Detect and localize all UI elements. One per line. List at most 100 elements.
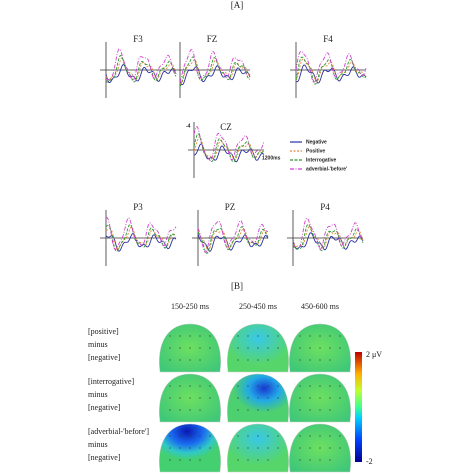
column-header: 250-450 ms [239, 302, 277, 311]
channel-label: FZ [207, 34, 218, 44]
waveform [292, 232, 364, 251]
electrode [247, 359, 249, 361]
electrode [277, 435, 279, 437]
electrode [329, 397, 331, 399]
waveform [179, 65, 251, 86]
row-label: minus [88, 340, 108, 349]
electrode [299, 459, 301, 461]
electrode [257, 385, 259, 387]
waveform [292, 217, 364, 250]
electrode [199, 435, 201, 437]
electrode [247, 409, 249, 411]
waveform [193, 133, 265, 163]
electrode [309, 347, 311, 349]
electrode [247, 347, 249, 349]
electrode [299, 447, 301, 449]
electrode [267, 447, 269, 449]
electrode [209, 335, 211, 337]
electrode [179, 459, 181, 461]
electrode [329, 335, 331, 337]
colorbar [355, 352, 362, 462]
electrode [189, 397, 191, 399]
row-label: [negative] [88, 353, 121, 362]
electrode [247, 447, 249, 449]
electrode [319, 447, 321, 449]
electrode [309, 385, 311, 387]
electrode [247, 335, 249, 337]
electrode [209, 435, 211, 437]
electrode [299, 347, 301, 349]
channel-label: PZ [225, 202, 236, 212]
electrode [329, 447, 331, 449]
electrode [199, 447, 201, 449]
electrode [309, 447, 311, 449]
waveform [179, 56, 251, 87]
electrode [237, 435, 239, 437]
electrode [257, 335, 259, 337]
electrode [277, 385, 279, 387]
waveform [105, 217, 177, 250]
electrode [247, 397, 249, 399]
electrode [247, 385, 249, 387]
electrode [237, 397, 239, 399]
electrode [247, 459, 249, 461]
electrode [329, 385, 331, 387]
electrode [339, 385, 341, 387]
waveform [105, 64, 177, 83]
electrode [277, 335, 279, 337]
electrode [209, 447, 211, 449]
electrode [169, 335, 171, 337]
electrode [189, 385, 191, 387]
electrode [329, 459, 331, 461]
electrode [237, 459, 239, 461]
electrode [309, 459, 311, 461]
electrode [319, 435, 321, 437]
row-label: [positive] [88, 327, 119, 336]
row-label: [negative] [88, 403, 121, 412]
electrode [319, 385, 321, 387]
electrode [209, 347, 211, 349]
channel-label: CZ [220, 122, 232, 132]
electrode [319, 347, 321, 349]
electrode [267, 397, 269, 399]
electrode [237, 359, 239, 361]
electrode [339, 435, 341, 437]
electrode [179, 385, 181, 387]
electrode [299, 335, 301, 337]
electrode [309, 397, 311, 399]
channel-label: F3 [133, 34, 143, 44]
channel-label: P4 [320, 202, 330, 212]
electrode [237, 447, 239, 449]
electrode [189, 435, 191, 437]
electrode [299, 359, 301, 361]
electrode [179, 435, 181, 437]
electrode [199, 385, 201, 387]
panel-label: [B] [231, 281, 243, 291]
electrode [179, 409, 181, 411]
electrode [339, 447, 341, 449]
electrode [257, 459, 259, 461]
row-label: [adverbial-'before'] [88, 427, 149, 436]
waveform [105, 54, 177, 83]
waveform [193, 136, 264, 161]
content: F3 FZ F4 CZ P3 PZ P4 -4 1200ms Negative Positive In… [88, 34, 367, 473]
electrode [277, 447, 279, 449]
electrode [309, 359, 311, 361]
row-label: [negative] [88, 453, 121, 462]
electrode [267, 347, 269, 349]
electrode [199, 459, 201, 461]
electrode [257, 359, 259, 361]
electrode [267, 335, 269, 337]
electrode [339, 347, 341, 349]
electrode [199, 397, 201, 399]
panel-label: [A] [231, 0, 244, 10]
electrode [257, 347, 259, 349]
waveform [105, 226, 177, 251]
electrode [257, 447, 259, 449]
electrode [189, 359, 191, 361]
electrode [209, 385, 211, 387]
electrode [199, 335, 201, 337]
electrode [257, 397, 259, 399]
waveform [292, 223, 364, 252]
